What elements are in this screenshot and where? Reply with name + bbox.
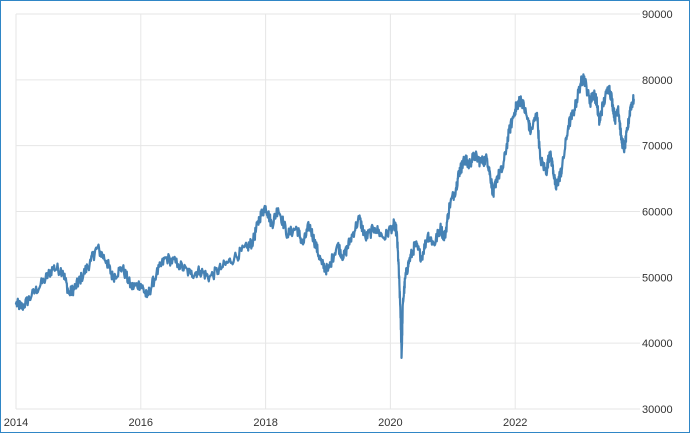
x-tick-label: 2016 (129, 417, 153, 429)
y-tick-label: 80000 (642, 75, 673, 87)
y-tick-label: 90000 (642, 9, 673, 21)
y-tick-label: 70000 (642, 141, 673, 153)
series-layer (14, 73, 635, 359)
grid-layer (15, 13, 640, 410)
y-tick-label: 60000 (642, 207, 673, 219)
x-tick-label: 2020 (378, 417, 402, 429)
y-tick-label: 50000 (642, 272, 673, 284)
x-tick-label: 2022 (503, 417, 527, 429)
series-line (14, 73, 635, 359)
y-tick-label: 40000 (642, 338, 673, 350)
x-tick-label: 2014 (4, 417, 28, 429)
y-tick-label: 30000 (642, 404, 673, 416)
x-tick-label: 2018 (253, 417, 277, 429)
tick-label-layer: 30000 40000 50000 60000 70000 80000 90000 2014 2… (4, 9, 673, 429)
